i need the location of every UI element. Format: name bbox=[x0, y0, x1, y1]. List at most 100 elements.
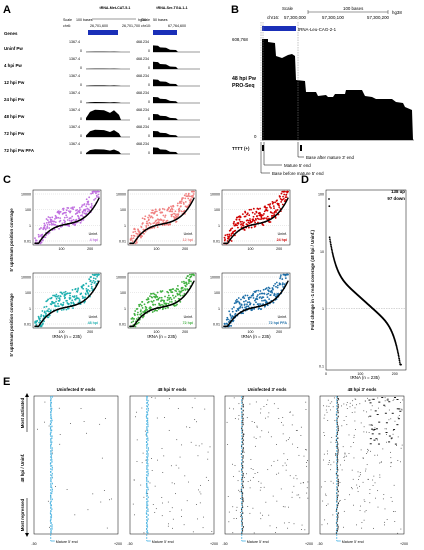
panel-c-xtick: 100 bbox=[248, 247, 254, 251]
panel-e-cell bbox=[276, 500, 278, 502]
panel-e-cell bbox=[186, 426, 188, 428]
panel-e-cell bbox=[343, 457, 345, 458]
panel-e-cell bbox=[265, 501, 267, 503]
panel-c-point bbox=[94, 197, 97, 200]
panel-e-cell bbox=[295, 475, 297, 477]
panel-c-point bbox=[71, 206, 74, 209]
panel-e-cell bbox=[369, 402, 372, 404]
panel-c-point bbox=[163, 219, 165, 222]
panel-e-cell bbox=[391, 412, 394, 414]
panel-c-point bbox=[190, 280, 192, 283]
panel-c-point bbox=[170, 205, 172, 208]
panel-e-cell bbox=[267, 399, 269, 401]
panel-c-point bbox=[256, 295, 258, 298]
panel-e-cell bbox=[335, 439, 338, 441]
panel-e-cell bbox=[384, 400, 386, 402]
panel-d-point bbox=[397, 351, 399, 354]
panel-e-cell bbox=[360, 422, 362, 424]
panel-d-point bbox=[330, 246, 333, 249]
panel-c-point bbox=[156, 296, 159, 298]
panel-e-cell bbox=[370, 450, 372, 452]
panel-c-point bbox=[166, 299, 169, 302]
panel-c-point bbox=[229, 313, 232, 316]
panel-b-annot-after-3: Base after mature 3' end bbox=[306, 155, 355, 160]
panel-c-point bbox=[71, 288, 74, 291]
panel-e-cell bbox=[170, 465, 172, 467]
panel-c-point bbox=[281, 203, 284, 206]
panel-e-cell bbox=[143, 496, 145, 498]
panel-c-point bbox=[276, 284, 279, 287]
panel-c-point bbox=[179, 300, 182, 303]
panel-c-point bbox=[133, 235, 136, 237]
panel-c-point bbox=[251, 211, 254, 214]
panel-e-xmin: -50 bbox=[222, 542, 227, 546]
panel-c-point bbox=[62, 301, 65, 304]
panel-d-point bbox=[397, 356, 400, 358]
panel-e-cell bbox=[147, 423, 149, 426]
panel-b-tick-2: 57,300,100 bbox=[322, 15, 345, 20]
panel-c-point bbox=[173, 305, 176, 307]
panel-d-ytick: 1 bbox=[322, 307, 324, 311]
panel-c-point bbox=[94, 280, 97, 283]
panel-c-point bbox=[129, 239, 132, 242]
panel-e-cell bbox=[356, 524, 357, 526]
panel-c-point bbox=[284, 190, 286, 193]
panel-c-point bbox=[244, 300, 247, 302]
panel-c-point bbox=[247, 221, 250, 224]
panel-d-letter: D bbox=[301, 174, 309, 186]
panel-c-point bbox=[155, 210, 158, 213]
panel-a-col1-build: hg38 bbox=[138, 18, 146, 22]
panel-e-cell bbox=[242, 409, 244, 412]
panel-e-cell bbox=[334, 420, 336, 421]
panel-c-point bbox=[158, 221, 160, 224]
panel-b-gene-box bbox=[262, 26, 296, 31]
panel-c-point bbox=[151, 311, 154, 313]
panel-e-cell bbox=[349, 406, 351, 408]
panel-e-cell bbox=[358, 475, 360, 477]
panel-c-point bbox=[276, 199, 278, 202]
panel-c-point bbox=[75, 218, 78, 221]
panel-c-point bbox=[254, 213, 256, 215]
panel-c-point bbox=[182, 280, 185, 283]
panel-a-col2-tick: 67,764,600 bbox=[168, 24, 186, 28]
panel-e-cell bbox=[44, 401, 46, 403]
panel-c-point bbox=[132, 231, 135, 234]
panel-a-col2-chr: chr10: bbox=[141, 24, 151, 28]
panel-b-letter: B bbox=[231, 4, 239, 16]
panel-e-cell bbox=[50, 514, 53, 516]
panel-e-cell bbox=[305, 409, 307, 411]
panel-e-cell bbox=[372, 429, 375, 431]
panel-c-point bbox=[70, 207, 73, 210]
panel-e-cell bbox=[242, 474, 244, 477]
panel-c-point bbox=[87, 285, 90, 287]
panel-e-cell bbox=[377, 454, 378, 456]
panel-e-cell bbox=[147, 437, 149, 439]
panel-e-cell bbox=[391, 500, 393, 502]
panel-c-point bbox=[175, 220, 178, 223]
panel-c-point bbox=[146, 220, 148, 223]
panel-d-point bbox=[329, 240, 332, 242]
panel-c-point bbox=[152, 299, 155, 302]
panel-e-cell bbox=[241, 496, 243, 499]
panel-c-ytick: 10000 bbox=[210, 193, 220, 197]
panel-e-cell bbox=[240, 445, 243, 447]
panel-c-point bbox=[269, 206, 271, 208]
panel-e-cell bbox=[234, 418, 236, 419]
panel-e-cell bbox=[337, 478, 339, 481]
panel-a-track-zero-1: 0 bbox=[80, 100, 82, 104]
panel-e-cell bbox=[324, 519, 326, 521]
panel-d-xtick: 100 bbox=[357, 372, 363, 376]
panel-e-cell bbox=[327, 420, 329, 421]
panel-c-point bbox=[254, 225, 257, 227]
panel-e-cell bbox=[393, 429, 396, 431]
panel-c-point bbox=[273, 214, 276, 216]
panel-e-cell bbox=[337, 528, 339, 530]
panel-e-xmax: +200 bbox=[305, 542, 313, 546]
panel-e-cell bbox=[174, 483, 175, 485]
panel-e-title: Uninfected 3' ends bbox=[248, 387, 287, 392]
panel-e-cell bbox=[339, 482, 341, 483]
panel-c-point bbox=[261, 292, 264, 295]
panel-e-cell bbox=[323, 453, 325, 455]
panel-a-track-zero-2: 0 bbox=[148, 100, 150, 104]
panel-e-cell bbox=[299, 497, 301, 499]
